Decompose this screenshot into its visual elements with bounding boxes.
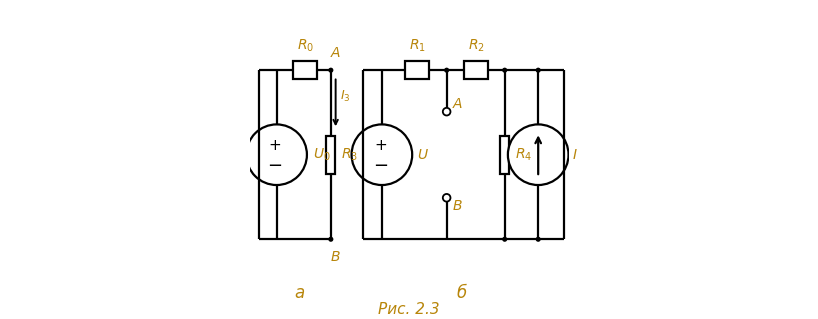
Bar	[405, 61, 429, 79]
Circle shape	[508, 124, 569, 185]
Text: $R_2$: $R_2$	[468, 38, 484, 55]
Bar	[326, 136, 335, 174]
Text: Рис. 2.3: Рис. 2.3	[378, 302, 440, 317]
Text: $U$: $U$	[417, 148, 429, 162]
Text: $I$: $I$	[573, 148, 578, 162]
Text: $B$: $B$	[452, 199, 463, 213]
Text: б: б	[456, 285, 467, 302]
Circle shape	[444, 68, 449, 73]
Text: $A$: $A$	[330, 46, 341, 60]
Text: $A$: $A$	[452, 97, 464, 111]
Bar	[501, 136, 509, 174]
Text: $-$: $-$	[267, 155, 282, 173]
Text: $-$: $-$	[373, 155, 388, 173]
Bar	[294, 61, 317, 79]
Text: $+$: $+$	[268, 137, 281, 153]
Text: $R_3$: $R_3$	[341, 146, 358, 163]
Text: $R_4$: $R_4$	[515, 146, 533, 163]
Circle shape	[443, 108, 451, 115]
Circle shape	[536, 68, 541, 73]
Circle shape	[328, 237, 334, 242]
Circle shape	[502, 237, 507, 242]
Text: $I_3$: $I_3$	[340, 89, 351, 104]
Text: $R_1$: $R_1$	[408, 38, 425, 55]
Circle shape	[328, 68, 334, 73]
Circle shape	[352, 124, 412, 185]
Circle shape	[536, 237, 541, 242]
Circle shape	[443, 194, 451, 202]
Circle shape	[502, 68, 507, 73]
Circle shape	[246, 124, 307, 185]
Bar	[464, 61, 488, 79]
Text: $+$: $+$	[374, 137, 387, 153]
Text: $R_0$: $R_0$	[297, 38, 314, 55]
Text: $B$: $B$	[330, 250, 341, 264]
Text: а: а	[294, 285, 304, 302]
Text: $U_0$: $U_0$	[313, 146, 331, 163]
